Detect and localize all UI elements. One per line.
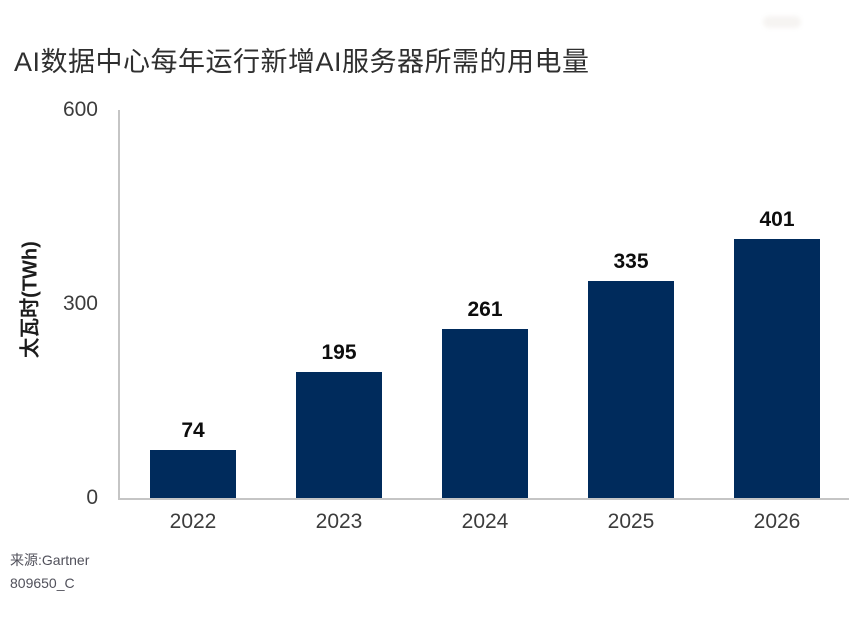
bar-2024 <box>442 329 528 498</box>
bar-value-label: 335 <box>613 250 649 273</box>
watermark-smudge <box>763 16 801 28</box>
y-tick-label: 300 <box>62 292 98 315</box>
page-title: AI数据中心每年运行新增AI服务器所需的用电量 <box>14 47 590 77</box>
x-tick-label: 2023 <box>315 510 363 533</box>
bar-2026 <box>734 239 820 498</box>
bar-group-2026: 401 2026 <box>704 110 849 532</box>
x-tick-label: 2022 <box>169 510 217 533</box>
bar-group-2024: 261 2024 <box>412 110 558 532</box>
bar-value-label: 261 <box>467 298 503 321</box>
y-tick-label: 0 <box>86 486 98 509</box>
bar-value-label: 195 <box>321 341 357 364</box>
bar-value-label: 74 <box>181 419 205 442</box>
bar-group-2022: 74 2022 <box>120 110 266 532</box>
bar-group-2023: 195 2023 <box>266 110 412 532</box>
y-tick-label: 600 <box>62 98 98 121</box>
x-tick-label: 2025 <box>607 510 655 533</box>
x-tick-label: 2024 <box>461 510 509 533</box>
bar-value-label: 401 <box>759 208 795 231</box>
y-axis-tick-labels: 0 300 600 <box>0 98 104 509</box>
bar-2025 <box>588 281 674 498</box>
source-footer: 来源:Gartner 809650_C <box>10 549 89 595</box>
doc-id: 809650_C <box>10 575 75 591</box>
source-line: 来源:Gartner <box>10 552 90 568</box>
bar-2023 <box>296 372 382 498</box>
bars-container: 74 2022 195 2023 261 2024 335 2025 401 2026 <box>120 110 849 532</box>
bar-group-2025: 335 2025 <box>558 110 704 532</box>
plot-area: 74 2022 195 2023 261 2024 335 2025 401 2026 <box>118 110 849 532</box>
x-tick-label: 2026 <box>753 510 801 533</box>
bar-2022 <box>150 450 236 498</box>
